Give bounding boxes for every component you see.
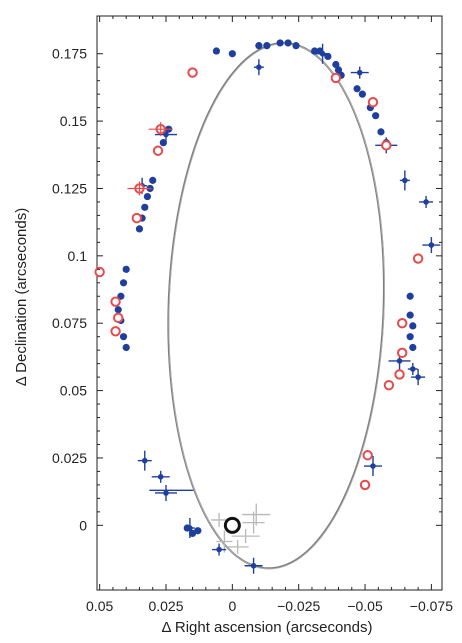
blue-data-point — [332, 60, 340, 69]
blue-errorbar-point — [187, 525, 193, 531]
blue-data-point — [276, 39, 284, 47]
blue-data-point — [228, 50, 236, 58]
red-data-point — [383, 379, 395, 391]
red-data-point — [113, 312, 124, 324]
x-tick-label: 0.025 — [148, 598, 183, 614]
blue-data-point — [311, 47, 319, 55]
y-tick-label: 0.1 — [68, 248, 88, 264]
blue-errorbar-point — [423, 199, 429, 205]
blue-data-point — [334, 66, 343, 74]
red-data-point — [131, 212, 143, 224]
y-tick-label: 0.175 — [52, 46, 87, 62]
blue-data-point — [122, 265, 130, 273]
blue-errorbar-point — [428, 242, 435, 248]
central-mass-group — [223, 516, 241, 534]
red-data-point — [110, 326, 121, 337]
blue-data-point — [324, 52, 332, 61]
blue-data-point — [143, 192, 152, 201]
blue-errorbar-point — [415, 374, 421, 380]
red-data-point — [367, 97, 379, 108]
blue-errorbar-point — [410, 366, 416, 372]
blue-dots-group — [114, 39, 417, 538]
blue-data-point — [406, 292, 414, 300]
red-data-point — [110, 296, 121, 307]
central-mass-marker — [223, 516, 241, 534]
blue-errorbar-point — [216, 546, 222, 553]
blue-data-point — [292, 42, 300, 50]
y-tick-label: 0.125 — [52, 180, 87, 196]
red-data-point — [394, 369, 405, 380]
plot-frame-group — [96, 15, 443, 591]
red-data-point — [187, 67, 198, 78]
blue-data-point — [358, 90, 366, 98]
orbit-fit-group — [167, 42, 385, 570]
x-tick-label: 0.05 — [86, 598, 113, 614]
red-data-point — [330, 72, 342, 84]
blue-data-point — [406, 311, 414, 319]
red-data-point — [359, 479, 371, 491]
x-tick-label: −0.075 — [410, 598, 453, 614]
blue-data-point — [122, 343, 130, 352]
blue-errorbar-point — [157, 474, 164, 480]
blue-errorbar-point — [319, 50, 326, 57]
plot-frame — [96, 15, 443, 591]
blue-errorbar-point — [163, 490, 169, 496]
blue-data-point — [194, 527, 202, 535]
x-tick-label: −0.05 — [347, 598, 383, 614]
blue-data-point — [353, 85, 361, 93]
blue-errorbar-point — [396, 358, 403, 364]
blue-errorbar-point — [370, 463, 376, 469]
x-axis-label: Δ Right ascension (arcseconds) — [162, 619, 373, 636]
y-tick-label: 0.05 — [60, 383, 87, 399]
blue-errorbar-point — [163, 131, 169, 138]
orbit-fit-ellipse — [167, 42, 385, 570]
y-tick-label: 0.075 — [52, 315, 87, 331]
blue-data-point — [119, 333, 128, 341]
red-data-point — [381, 140, 392, 151]
blue-errorbar-point — [356, 69, 363, 76]
x-tick-label: 0 — [228, 598, 236, 614]
y-tick-label: 0.025 — [52, 450, 87, 466]
red-data-point — [94, 266, 105, 278]
blue-data-point — [406, 333, 414, 341]
blue-data-point — [284, 39, 292, 47]
blue-errorbar-point — [250, 562, 257, 569]
blue-data-point — [119, 279, 128, 287]
blue-data-point — [255, 42, 263, 50]
blue-data-point — [159, 139, 167, 147]
blue-errorbar-point — [141, 457, 148, 464]
y-tick-label: 0.15 — [60, 113, 87, 129]
blue-data-point — [212, 47, 221, 55]
red-data-point — [362, 450, 373, 461]
blue-data-point — [188, 529, 197, 538]
blue-data-point — [141, 203, 149, 211]
blue-data-point — [149, 176, 157, 184]
y-tick-label: 0 — [79, 517, 87, 533]
blue-data-point — [377, 128, 385, 136]
ticks-group: 0 0.025 0.05 0.075 0.1 0.125 0.15 0.175 0.05 0.02… — [52, 16, 453, 614]
blue-data-point — [372, 112, 380, 120]
blue-data-point — [114, 306, 122, 314]
blue-errorbar-point — [402, 177, 408, 184]
red-data-point — [152, 145, 164, 156]
grey-points-group — [211, 503, 271, 554]
blue-errorbar-point — [256, 64, 262, 71]
blue-data-point — [409, 322, 417, 330]
red-data-point — [396, 347, 408, 359]
red-data-point — [412, 253, 424, 264]
blue-data-point — [409, 343, 417, 352]
red-data-point — [396, 318, 408, 329]
blue-data-point — [263, 42, 271, 50]
red-circles-group — [94, 67, 424, 491]
blue-crosses-group — [137, 43, 441, 574]
orbit-fit-ellipse-shadow — [168, 43, 385, 570]
x-tick-label: −0.025 — [277, 598, 320, 614]
blue-data-point — [135, 225, 144, 233]
y-axis-label: Δ Declination (arcseconds) — [13, 208, 30, 386]
